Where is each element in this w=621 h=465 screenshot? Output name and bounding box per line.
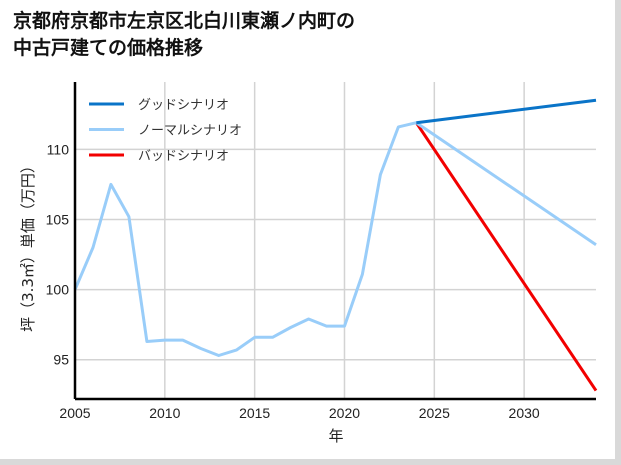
x-tick-label: 2030 [509,405,540,421]
x-tick-label: 2010 [149,405,180,421]
legend-label: バッドシナリオ [138,149,229,164]
chart-title-line2: 中古戸建ての価格推移 [13,37,204,59]
series-line [415,121,598,392]
y-tick-label: 100 [46,282,70,298]
chart-title: 京都府京都市左京区北白川東瀬ノ内町の 中古戸建ての価格推移 [13,8,355,62]
legend-label: グッドシナリオ [138,98,229,113]
x-tick-label: 2020 [329,405,360,421]
y-tick-label: 95 [53,352,69,368]
x-tick-label: 2025 [419,405,450,421]
chart-title-line1: 京都府京都市左京区北白川東瀬ノ内町の [13,10,356,32]
x-axis-label: 年 [328,427,343,445]
x-tick-label: 2015 [239,405,270,421]
series-line [416,98,597,125]
legend-label: ノーマルシナリオ [138,124,242,139]
x-tick-labels: 2005 2010 2015 2020 2025 2030 [59,405,539,421]
y-tick-label: 110 [47,141,70,157]
series-line [73,121,417,357]
y-tick-labels: 95 100 105 110 [46,141,70,367]
series-line [415,121,597,246]
data-lines [73,98,598,392]
x-tick-label: 2005 [59,405,90,421]
y-tick-label: 105 [46,211,70,227]
y-axis-label: 坪（3.3㎡）単価（万円） [19,158,37,332]
